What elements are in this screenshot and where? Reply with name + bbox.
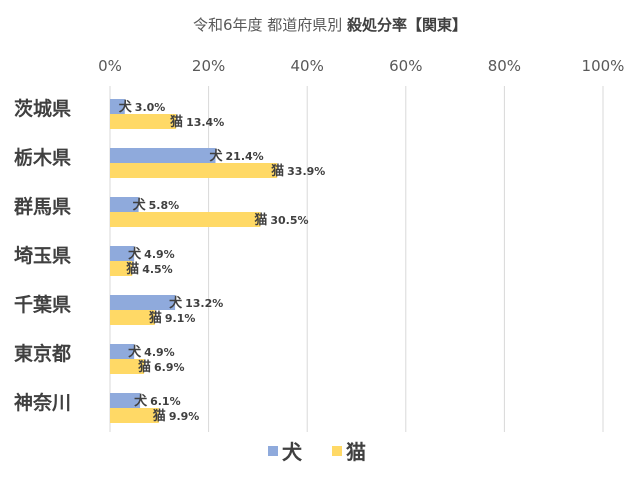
bar: [110, 99, 125, 114]
data-label-value: 30.5%: [270, 214, 308, 227]
data-label-series: 犬: [169, 295, 183, 311]
category-label: 千葉県: [14, 294, 71, 316]
bar: [110, 114, 177, 129]
bar-layer: [110, 99, 278, 423]
data-label-series: 猫: [271, 163, 284, 179]
category-label: 神奈川: [14, 391, 71, 414]
data-label-value: 4.9%: [144, 346, 175, 359]
legend-swatch: [268, 446, 278, 456]
bar: [110, 163, 278, 178]
x-tick-label: 20%: [192, 57, 225, 75]
legend-label: 犬: [282, 440, 303, 464]
data-label-series: 犬: [134, 393, 148, 409]
x-tick-label: 40%: [291, 57, 324, 75]
data-label-series: 犬: [128, 246, 142, 262]
bar: [110, 261, 133, 276]
data-label-value: 33.9%: [287, 165, 325, 178]
data-label-value: 4.9%: [144, 248, 175, 261]
data-label-series: 犬: [133, 197, 147, 213]
data-label-series: 猫: [153, 408, 166, 424]
category-label: 埼玉県: [14, 244, 71, 267]
legend-swatch: [332, 446, 342, 456]
chart-title-prefix: 令和6年度 都道府県別: [193, 16, 347, 34]
data-label-series: 犬: [128, 344, 142, 360]
category-label: 東京都: [14, 342, 71, 365]
data-label-value: 21.4%: [226, 150, 264, 163]
data-label-series: 猫: [138, 359, 151, 375]
category-label: 茨城県: [14, 97, 71, 120]
bar: [110, 148, 216, 163]
bar: [110, 295, 176, 310]
bar: [110, 212, 261, 227]
data-label-value: 9.1%: [165, 312, 196, 325]
bar: [110, 344, 135, 359]
data-label: 犬 3.0%: [119, 99, 166, 115]
data-label: 猫 9.9%: [153, 408, 200, 424]
data-label: 猫 33.9%: [271, 163, 325, 179]
chart-title-emphasis: 殺処分率【関東】: [346, 16, 467, 34]
data-label-value: 3.0%: [135, 101, 166, 114]
data-label: 猫 4.5%: [126, 261, 173, 277]
category-label: 栃木県: [14, 146, 71, 169]
data-label: 猫 30.5%: [254, 212, 308, 228]
data-label-series: 猫: [149, 310, 162, 326]
data-label: 犬 5.8%: [133, 197, 180, 213]
data-label: 犬 4.9%: [128, 246, 175, 262]
data-label-series: 猫: [126, 261, 139, 277]
data-label-value: 9.9%: [169, 410, 200, 423]
data-label: 猫 9.1%: [149, 310, 196, 326]
x-tick-label: 60%: [389, 57, 422, 75]
bar: [110, 310, 155, 325]
data-label: 犬 6.1%: [134, 393, 181, 409]
bar: [110, 393, 141, 408]
bar: [110, 246, 135, 261]
x-tick-label: 0%: [98, 57, 122, 75]
data-label: 犬 21.4%: [210, 148, 264, 164]
bar: [110, 197, 139, 212]
x-tick-labels: 0% 20% 40% 60% 80% 100%: [98, 57, 624, 75]
chart-title: 令和6年度 都道府県別 殺処分率【関東】: [193, 16, 467, 34]
legend: 犬猫: [268, 440, 366, 464]
data-label-value: 6.1%: [150, 395, 181, 408]
data-label: 犬 4.9%: [128, 344, 175, 360]
data-label-value: 13.4%: [186, 116, 224, 129]
data-label-value: 13.2%: [185, 297, 223, 310]
data-label-series: 猫: [170, 114, 183, 130]
data-label-series: 猫: [254, 212, 267, 228]
data-labels: 犬 3.0%猫 13.4%犬 21.4%猫 33.9%犬 5.8%猫 30.5%犬 4.9%猫…: [119, 99, 326, 424]
x-tick-label: 100%: [582, 57, 625, 75]
data-label-value: 4.5%: [142, 263, 173, 276]
data-label-value: 6.9%: [154, 361, 185, 374]
data-label-series: 犬: [210, 148, 224, 164]
legend-label: 猫: [346, 440, 366, 464]
category-label: 群馬県: [13, 195, 71, 218]
grid-layer: [109, 86, 604, 432]
bar: [110, 408, 159, 423]
data-label: 猫 6.9%: [138, 359, 185, 375]
data-label-series: 犬: [119, 99, 133, 115]
data-label: 犬 13.2%: [169, 295, 223, 311]
data-label-value: 5.8%: [149, 199, 180, 212]
data-label: 猫 13.4%: [170, 114, 224, 130]
bar: [110, 359, 145, 374]
x-tick-label: 80%: [488, 57, 521, 75]
